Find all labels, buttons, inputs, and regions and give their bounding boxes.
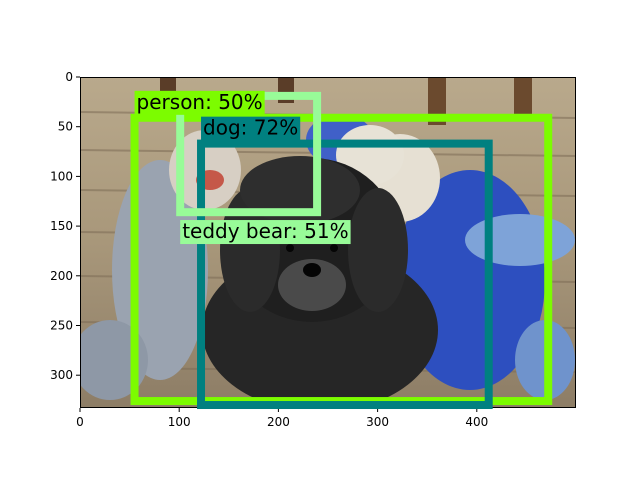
detection-label: teddy bear: 51% <box>180 219 351 245</box>
railing-post <box>514 77 532 117</box>
y-tick-label: 50 <box>58 120 73 134</box>
x-tick-label: 100 <box>168 415 191 429</box>
x-tick-label: 400 <box>465 415 488 429</box>
railing-post <box>428 77 446 125</box>
y-axis: 0 50 100 150 200 250 300 <box>50 70 80 382</box>
detection-label-text: person: 50% <box>137 90 263 114</box>
x-tick-label: 200 <box>267 415 290 429</box>
detection-label-background <box>134 90 265 115</box>
y-tick-label: 0 <box>65 70 73 84</box>
detection-label-background <box>180 220 351 245</box>
detection-label-text: dog: 72% <box>203 116 298 140</box>
x-tick-label: 300 <box>366 415 389 429</box>
photo <box>80 77 576 408</box>
y-tick-label: 250 <box>50 318 73 332</box>
detection-label: person: 50% <box>134 90 265 115</box>
y-tick-label: 200 <box>50 269 73 283</box>
detection-label-background <box>201 116 301 141</box>
y-tick-label: 150 <box>50 219 73 233</box>
detection-box <box>197 139 493 410</box>
detection-labels: person: 50%dog: 72% teddy bear: 51% <box>134 90 351 245</box>
detection-label: dog: 72% <box>201 116 301 141</box>
y-tick-label: 300 <box>50 368 73 382</box>
x-tick-label: 0 <box>76 415 84 429</box>
detection-label-text: teddy bear: 51% <box>182 219 348 243</box>
x-axis: 0 100 200 300 400 <box>76 408 488 429</box>
y-tick-label: 100 <box>50 169 73 183</box>
